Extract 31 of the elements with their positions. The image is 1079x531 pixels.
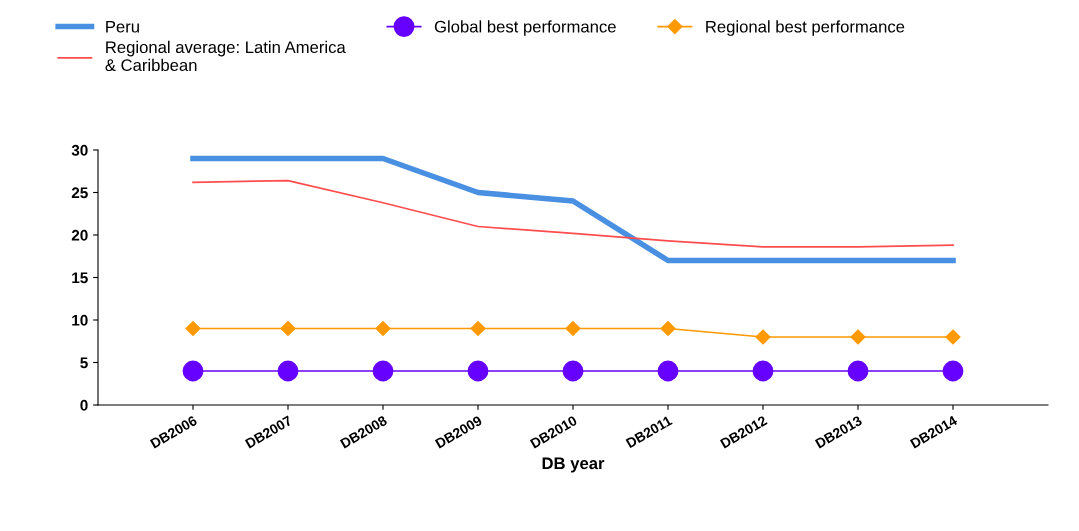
y-tick-label: 15: [72, 272, 88, 284]
y-tick-label: 20: [71, 229, 88, 241]
y-tick-label: 0: [80, 399, 88, 411]
point: [660, 320, 676, 337]
y-tick-label: 30: [71, 144, 88, 156]
point: [657, 360, 679, 382]
point: [372, 360, 394, 382]
y-tick-label: 5: [80, 357, 88, 369]
point: [277, 360, 299, 382]
point: [755, 329, 771, 345]
point: [182, 360, 204, 382]
point: [470, 320, 486, 337]
point: [942, 360, 964, 382]
legend-label: Global best performance: [434, 20, 616, 36]
point: [280, 320, 296, 337]
point: [850, 329, 866, 345]
point: [847, 360, 869, 382]
y-tick-label: 25: [71, 187, 88, 199]
x-axis-title: DB year: [542, 457, 605, 473]
line-series: [192, 179, 954, 248]
point: [185, 320, 201, 337]
legend-label: Regional best performance: [706, 20, 905, 36]
point: [375, 320, 391, 337]
point: [565, 320, 581, 337]
point: [467, 360, 489, 382]
legend-label: Regional average: Latin America & Caribbean: [105, 40, 346, 72]
point: [562, 360, 584, 382]
legend-label: Peru: [106, 20, 139, 33]
point: [945, 329, 961, 345]
point: [752, 360, 774, 382]
y-tick-label: 10: [72, 314, 88, 326]
